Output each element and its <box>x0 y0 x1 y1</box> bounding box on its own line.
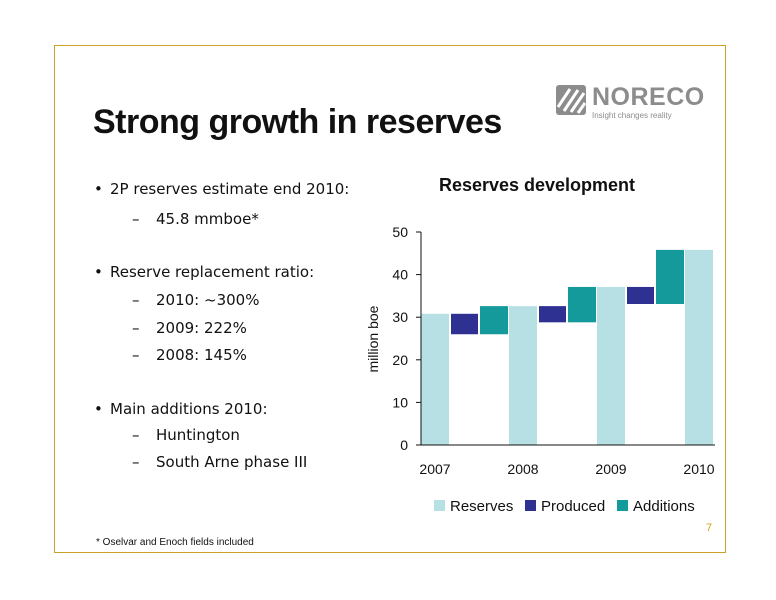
reserves-bar <box>597 286 625 445</box>
produced-bar <box>627 286 654 304</box>
chart-legend: Reserves Produced Additions <box>434 498 695 515</box>
x-tick-label: 2009 <box>595 461 626 477</box>
sub-bullet-item: – South Arne phase III <box>132 453 307 471</box>
legend-swatch <box>617 500 628 511</box>
legend-label: Reserves <box>450 498 513 515</box>
sub-bullet-symbol: – <box>132 426 140 444</box>
sub-bullet-item: –2008: 145% <box>132 346 247 364</box>
sub-bullet-item: –2010: ~300% <box>132 291 259 309</box>
reserves-bar <box>509 306 537 445</box>
chart-title: Reserves development <box>439 175 635 195</box>
produced-bar <box>451 313 478 335</box>
legend-label: Additions <box>633 498 695 515</box>
slide-title: Strong growth in reserves <box>93 103 502 141</box>
bullet-symbol: • <box>94 180 103 198</box>
y-tick-label: 50 <box>392 224 408 240</box>
reserves-bar <box>421 313 449 445</box>
logo-tagline: Insight changes reality <box>592 111 672 120</box>
y-tick-label: 30 <box>392 309 408 325</box>
y-tick-label: 40 <box>392 267 408 283</box>
additions-bar <box>480 306 508 335</box>
bullet-text: Huntington <box>156 426 240 444</box>
bullet-symbol: • <box>94 263 103 281</box>
sub-bullet-item: –2009: 222% <box>132 319 247 337</box>
y-tick-label: 20 <box>392 352 408 368</box>
y-axis: 0 10 20 30 40 50 <box>392 224 715 453</box>
bullet-text: 2009: 222% <box>156 319 247 337</box>
sub-bullet-symbol: – <box>132 453 140 471</box>
reserves-bar <box>685 249 713 445</box>
y-axis-label: million boe <box>365 305 381 372</box>
additions-bar <box>656 249 684 304</box>
y-tick-label: 0 <box>400 437 408 453</box>
bullet-text: 2010: ~300% <box>156 291 260 309</box>
y-tick-label: 10 <box>392 394 408 410</box>
bullet-text: Reserve replacement ratio: <box>110 263 315 281</box>
sub-bullet-symbol: – <box>132 319 140 337</box>
bullet-text: 2008: 145% <box>156 346 247 364</box>
x-tick-label: 2010 <box>683 461 714 477</box>
company-logo: NORECO Insight changes reality <box>556 83 704 121</box>
legend-swatch <box>525 500 536 511</box>
bullet-text: 45.8 mmboe* <box>156 210 259 228</box>
bullet-text: South Arne phase III <box>156 453 308 471</box>
chart-bars <box>421 249 713 445</box>
legend-swatch <box>434 500 445 511</box>
noreco-stripes-icon <box>556 85 586 115</box>
x-tick-label: 2008 <box>507 461 538 477</box>
sub-bullet-symbol: – <box>132 210 140 228</box>
sub-bullet-symbol: – <box>132 291 140 309</box>
page-number: 7 <box>706 522 713 534</box>
sub-bullet-symbol: – <box>132 346 140 364</box>
bullet-item: • 2P reserves estimate end 2010: <box>94 180 349 198</box>
sub-bullet-item: –45.8 mmboe* <box>132 210 259 228</box>
footnote: * Oselvar and Enoch fields included <box>96 537 254 548</box>
additions-bar <box>568 286 596 323</box>
bullet-symbol: • <box>94 400 103 418</box>
legend-label: Produced <box>541 498 605 515</box>
x-axis-ticks: 2007 2008 2009 2010 <box>419 461 714 477</box>
bullet-text: 2P reserves estimate end 2010: <box>110 180 350 198</box>
bullet-text: Main additions 2010: <box>110 400 268 418</box>
bullet-item: • Reserve replacement ratio: <box>94 263 314 281</box>
produced-bar <box>539 306 566 323</box>
sub-bullet-item: – Huntington <box>132 426 240 444</box>
slide-frame <box>54 45 726 553</box>
logo-wordmark: NORECO <box>592 83 705 111</box>
x-tick-label: 2007 <box>419 461 450 477</box>
bullet-item: • Main additions 2010: <box>94 400 268 418</box>
